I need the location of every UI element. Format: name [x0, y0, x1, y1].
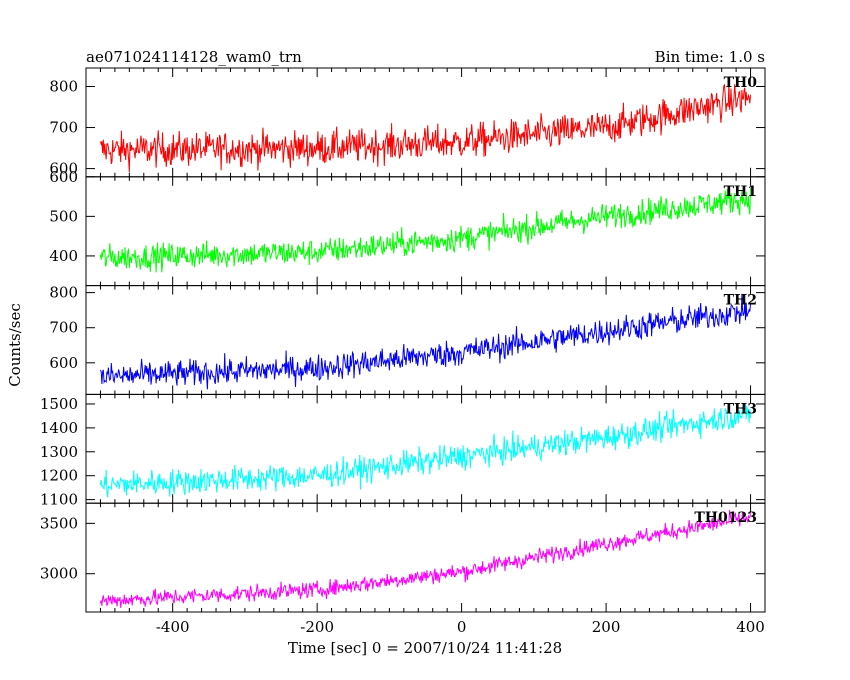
panel-frame: [85, 502, 766, 613]
y-tick-label: 1500: [40, 395, 78, 413]
panel-th0123: 3000 3500 TH0123: [40, 502, 766, 613]
panel-th1: 400 500 600 TH1: [49, 168, 766, 287]
y-tick-label: 800: [49, 77, 78, 95]
y-tick-label: 600: [49, 354, 78, 372]
y-tick-label: 600: [49, 168, 78, 186]
panel-th0: 600 700 800 TH0: [49, 67, 766, 178]
y-axis-label: Counts/sec: [6, 303, 24, 387]
x-tick-label: -400: [156, 618, 190, 636]
panel-label: TH0123: [694, 510, 757, 526]
y-tick-label: 3000: [40, 565, 78, 583]
y-tick-label: 1300: [40, 443, 78, 461]
x-axis-label: Time [sec] 0 = 2007/10/24 11:41:28: [288, 639, 562, 657]
x-tick-label: 0: [457, 618, 467, 636]
panel-label: TH2: [724, 293, 757, 309]
panels-group: 600 700 800 TH0 400 500 600 TH1 600 700 800 TH2 1100…: [40, 67, 766, 636]
y-tick-label: 3500: [40, 514, 78, 532]
y-tick-label: 600: [49, 160, 78, 178]
y-tick-label: 700: [49, 319, 78, 337]
panel-frame: [85, 285, 766, 395]
chart-title: ae071024114128_wam0_trn: [86, 48, 302, 66]
y-tick-label: 800: [49, 284, 78, 302]
series-line-th3: [99, 403, 752, 498]
y-tick-label: 1400: [40, 419, 78, 437]
y-tick-label: 1100: [40, 491, 78, 509]
panel-frame: [85, 176, 766, 287]
series-line-th1: [99, 187, 752, 273]
series-line-th0123: [99, 509, 752, 608]
panel-label: TH1: [724, 184, 757, 200]
series-line-th0: [99, 81, 752, 173]
y-tick-label: 400: [49, 247, 78, 265]
bin-time-label: Bin time: 1.0 s: [655, 48, 765, 66]
panel-label: TH0: [724, 75, 758, 91]
x-tick-label: 400: [736, 618, 765, 636]
x-tick-label: -200: [300, 618, 334, 636]
y-tick-label: 500: [49, 207, 78, 225]
panel-th3: 1100 1200 1300 1400 1500 TH3: [40, 393, 766, 509]
panel-label: TH3: [724, 401, 757, 417]
y-tick-label: 1200: [40, 467, 78, 485]
panel-th2: 600 700 800 TH2: [49, 284, 766, 395]
y-tick-label: 700: [49, 119, 78, 137]
series-line-th2: [99, 293, 752, 390]
panel-frame: [85, 393, 766, 504]
x-tick-label: 200: [592, 618, 621, 636]
